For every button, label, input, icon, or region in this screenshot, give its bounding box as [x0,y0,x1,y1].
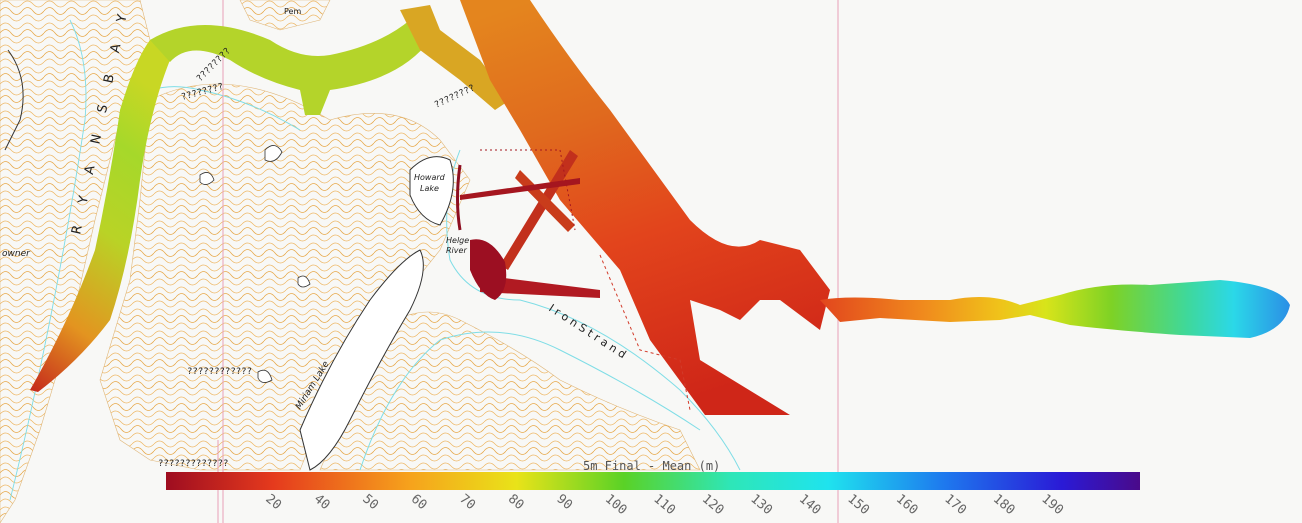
coastline-contour-1 [446,149,741,471]
swath-line-dark [456,164,462,231]
label-helge-river-line2: River [446,246,467,255]
swath-dashed-track-2 [480,149,576,231]
swath-transect-1 [480,275,600,298]
land-west [0,0,151,523]
land-south [319,311,701,471]
small-island-4 [257,369,273,383]
swath-nearshore [470,239,507,300]
small-island-2 [199,172,215,185]
label-unknown-4: ???????????? [187,367,252,377]
small-island-3 [297,275,311,288]
land-north-point [239,0,331,31]
swath-west-channel [30,30,175,392]
swath-transect-4 [460,178,580,200]
label-owner: owner [2,249,31,259]
swath-dashed-track [599,254,691,411]
howard-lake [409,156,454,226]
coastline-contour-4 [9,19,87,501]
legend-title: 5m Final - Mean (m) [583,459,720,473]
legend-colorbar [166,472,1140,490]
coastline-contour-2 [359,331,701,471]
swath-north-channel [150,20,430,115]
small-island-1 [264,145,283,162]
swath-main-trough [460,0,830,415]
label-helge-river-line1: Helge [446,236,469,245]
coast-outline-west [4,49,24,151]
label-howard-lake-line1: Howard [414,173,446,182]
miriam-lake [299,249,424,471]
swath-junction [400,5,510,110]
label-howard-lake-line2: Lake [420,184,439,193]
label-unknown-5: ????????????? [158,459,228,469]
swath-east-shelf [820,280,1290,338]
swath-transect-2 [500,150,578,270]
label-pem: Pem [284,7,301,16]
